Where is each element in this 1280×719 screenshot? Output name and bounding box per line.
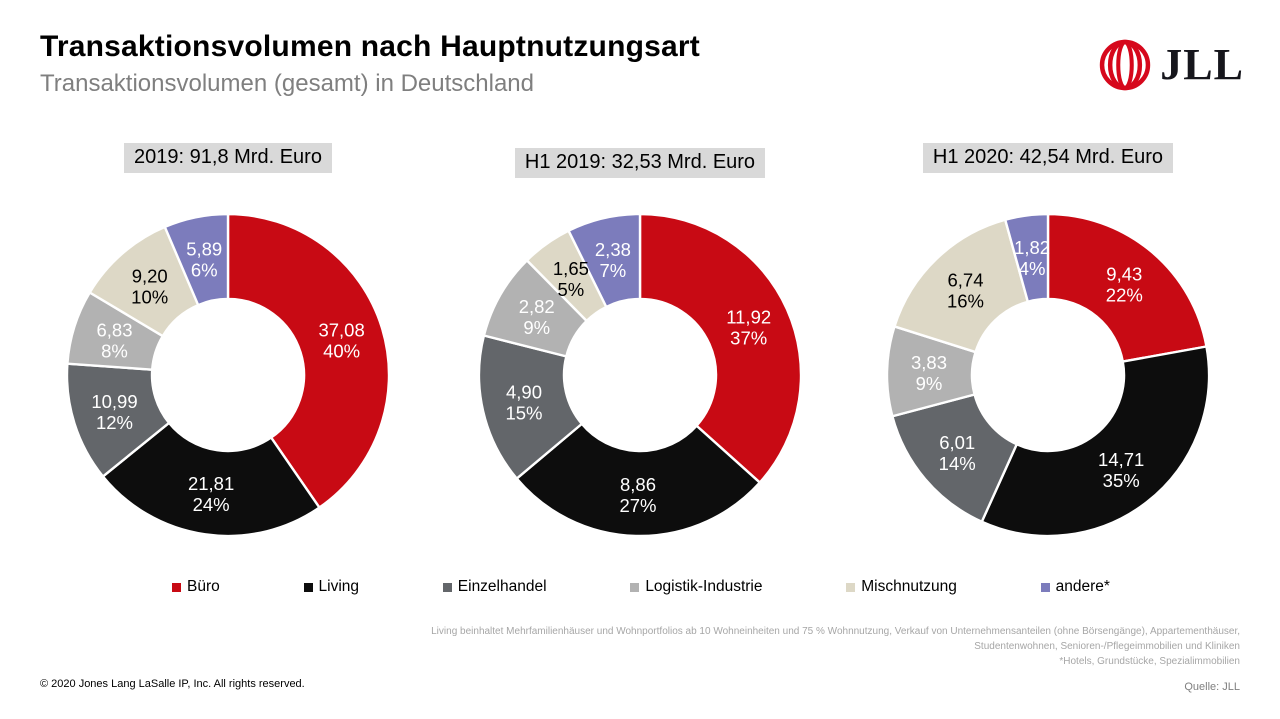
legend-item-einzelhandel: Einzelhandel <box>442 578 547 596</box>
legend-label-logistik-industrie: Logistik-Industrie <box>645 578 763 595</box>
page-subtitle: Transaktionsvolumen (gesamt) in Deutschl… <box>40 70 535 97</box>
legend-item-buero: Büro <box>172 578 220 596</box>
legend-item-andere: andere* <box>1040 578 1110 596</box>
jll-logo: JLL <box>1098 38 1244 92</box>
donut-slice-andere- <box>1004 212 1050 303</box>
chart-h1-2019: H1 2019: 32,53 Mrd. Euro 11,92 37% 8,86 27%… <box>472 143 808 543</box>
donut-slice-andere- <box>163 212 230 307</box>
legend-label-buero: Büro <box>187 578 220 595</box>
slice-label: 2,82 9% <box>519 296 555 338</box>
copyright-text: © 2020 Jones Lang LaSalle IP, Inc. All r… <box>40 678 305 690</box>
legend-label-andere: andere* <box>1055 578 1110 595</box>
legend-swatch-living <box>303 582 313 592</box>
legend-item-living: Living <box>303 578 360 596</box>
chart-2019: 2019: 91,8 Mrd. Euro 37,08 40% 21,81 24% 10,… <box>60 143 396 543</box>
legend-label-living: Living <box>318 578 360 595</box>
donut-slice-mischnutzung <box>893 218 1030 354</box>
footnote-line-2: Studentenwohnen, Senioren-/Pflegeimmobil… <box>974 641 1240 652</box>
slice-label: 8,86 27% <box>619 474 656 516</box>
legend-swatch-mischnutzung <box>846 582 856 592</box>
jll-logo-text: JLL <box>1160 40 1244 89</box>
slice-label: 1,82 4% <box>1014 237 1050 279</box>
page-title: Transaktionsvolumen nach Hauptnutzungsar… <box>40 30 700 63</box>
slice-label: 3,83 9% <box>911 352 947 394</box>
chart-title-h1-2020: H1 2020: 42,54 Mrd. Euro <box>922 143 1174 173</box>
legend-item-mischnutzung: Mischnutzung <box>846 578 957 596</box>
slice-label: 1,65 5% <box>553 258 589 300</box>
footnote: Living beinhaltet Mehrfamilienhäuser und… <box>340 624 1240 669</box>
slice-label: 21,81 24% <box>188 473 234 515</box>
footnote-line-3: *Hotels, Grundstücke, Spezialimmobilien <box>1059 656 1240 667</box>
slice-label: 11,92 37% <box>726 307 771 349</box>
donut-slice-b-ro <box>1046 212 1208 363</box>
footnote-line-1: Living beinhaltet Mehrfamilienhäuser und… <box>431 626 1240 637</box>
donut-slice-b-ro <box>226 212 391 509</box>
legend-swatch-logistik-industrie <box>630 582 640 592</box>
donut-slice-living <box>980 345 1211 538</box>
slice-label: 2,38 7% <box>595 239 631 281</box>
chart-title-h1-2019: H1 2019: 32,53 Mrd. Euro <box>514 148 766 178</box>
donut-slice-living <box>101 421 321 538</box>
slice-label: 10,99 12% <box>91 391 137 433</box>
chart-legend: Büro Living Einzelhandel Logistik-Indust… <box>172 578 1110 596</box>
slice-label: 6,01 14% <box>939 432 976 474</box>
legend-swatch-andere <box>1040 582 1050 592</box>
donut-chart-h1-2020: 9,43 22% 14,71 35% 6,01 14% 3,83 9% 6,74 16% 1,82 4… <box>885 212 1211 538</box>
slice-label: 6,74 16% <box>947 269 984 311</box>
slice-label: 9,43 22% <box>1106 264 1143 306</box>
donut-chart-h1-2019: 11,92 37% 8,86 27% 4,90 15% 2,82 9%1,65 5%2,38 7% <box>477 212 803 538</box>
legend-label-mischnutzung: Mischnutzung <box>861 578 957 595</box>
slice-label: 4,90 15% <box>505 382 542 424</box>
slice-label: 5,89 6% <box>186 238 222 280</box>
legend-item-logistik-industrie: Logistik-Industrie <box>630 578 762 596</box>
legend-swatch-buero <box>172 582 181 592</box>
legend-swatch-einzelhandel <box>442 582 452 592</box>
donut-slice-andere- <box>567 212 642 309</box>
slice-label: 9,20 10% <box>131 265 168 307</box>
legend-label-einzelhandel: Einzelhandel <box>457 578 547 595</box>
chart-title-2019: 2019: 91,8 Mrd. Euro <box>124 143 332 173</box>
source-text: Quelle: JLL <box>1184 681 1240 693</box>
chart-h1-2020: H1 2020: 42,54 Mrd. Euro 9,43 22% 14,71 35%… <box>880 143 1216 543</box>
slice-label: 37,08 40% <box>318 320 364 362</box>
donut-slice-einzelhandel <box>477 334 584 480</box>
jll-logo-mark-icon <box>1100 39 1151 91</box>
donut-slice-b-ro <box>638 212 803 484</box>
donut-chart-2019: 37,08 40% 21,81 24% 10,99 12% 6,83 8% 9,20 10% 5,8… <box>65 212 391 538</box>
slice-label: 14,71 35% <box>1098 449 1144 491</box>
donut-slice-living <box>515 422 762 538</box>
slice-label: 6,83 8% <box>96 319 132 361</box>
